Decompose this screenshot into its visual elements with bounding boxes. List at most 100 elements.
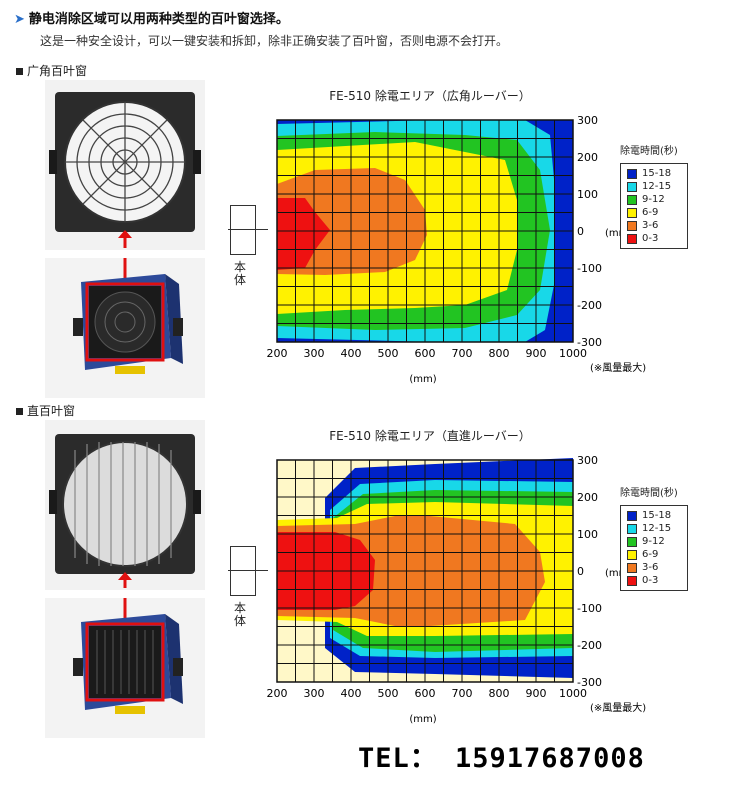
y-tick-label: 100 bbox=[577, 528, 598, 541]
legend-entry: 12-15 bbox=[627, 180, 681, 193]
legend-wide: 除電時間(秒) 15-18 12-15 9-12 6-9 3-6 0-3 bbox=[620, 142, 688, 249]
chart-title: FE-510 除電エリア（広角ルーバー） bbox=[329, 88, 530, 103]
y-tick-labels: 300 200 100 0 -100 -200 -300 bbox=[577, 454, 602, 689]
y-tick-label: 200 bbox=[577, 151, 598, 164]
legend-swatch bbox=[627, 207, 637, 218]
legend-swatch bbox=[627, 562, 637, 573]
y-tick-label: 0 bbox=[577, 225, 584, 238]
y-tick-label: -100 bbox=[577, 602, 602, 615]
y-tick-label: 300 bbox=[577, 454, 598, 467]
x-tick-label: 200 bbox=[267, 687, 288, 700]
legend-entry: 3-6 bbox=[627, 561, 681, 574]
x-tick-label: 700 bbox=[452, 687, 473, 700]
legend-swatch bbox=[627, 220, 637, 231]
legend-label: 15-18 bbox=[642, 168, 672, 179]
legend-label: 15-18 bbox=[642, 510, 672, 521]
legend-swatch bbox=[627, 510, 637, 521]
legend-entry: 0-3 bbox=[627, 232, 681, 245]
legend-entry: 9-12 bbox=[627, 535, 681, 548]
x-tick-label: 1000 bbox=[559, 347, 587, 360]
page-description: 这是一种安全设计，可以一键安装和拆卸，除非正确安装了百叶窗，否则电源不会打开。 bbox=[40, 34, 509, 48]
body-indicator: 本体 bbox=[228, 546, 268, 628]
legend-entry: 3-6 bbox=[627, 219, 681, 232]
y-tick-label: -200 bbox=[577, 639, 602, 652]
x-axis-label: (mm) bbox=[409, 374, 436, 385]
page-title: ➤ 静电消除区域可以用两种类型的百叶窗选择。 bbox=[14, 12, 289, 27]
y-tick-label: 300 bbox=[577, 114, 598, 127]
body-indicator: 本体 bbox=[228, 205, 268, 287]
y-tick-label: 0 bbox=[577, 565, 584, 578]
y-tick-label: -100 bbox=[577, 262, 602, 275]
y-tick-label: -300 bbox=[577, 336, 602, 349]
legend-box: 15-18 12-15 9-12 6-9 3-6 0-3 bbox=[620, 163, 688, 249]
legend-entry: 15-18 bbox=[627, 509, 681, 522]
y-tick-label: 100 bbox=[577, 188, 598, 201]
square-bullet-icon bbox=[16, 408, 23, 415]
x-tick-label: 900 bbox=[526, 687, 547, 700]
x-tick-label: 500 bbox=[378, 687, 399, 700]
x-tick-label: 300 bbox=[304, 347, 325, 360]
legend-entry: 6-9 bbox=[627, 548, 681, 561]
legend-label: 12-15 bbox=[642, 181, 672, 192]
x-tick-label: 700 bbox=[452, 347, 473, 360]
heatmap-chart-wide: FE-510 除電エリア（広角ルーバー） 200 300 400 500 600 700 8… bbox=[267, 88, 647, 385]
body-box bbox=[230, 546, 256, 596]
legend-swatch bbox=[627, 181, 637, 192]
plot-border bbox=[276, 119, 574, 343]
legend-swatch bbox=[627, 536, 637, 547]
zone-0-3 bbox=[277, 198, 330, 270]
x-tick-label: 400 bbox=[341, 347, 362, 360]
legend-label: 9-12 bbox=[642, 536, 665, 547]
y-tick-labels: 300 200 100 0 -100 -200 -300 bbox=[577, 114, 602, 349]
square-bullet-icon bbox=[16, 68, 23, 75]
body-axis-line bbox=[228, 570, 268, 571]
heatmap-grid bbox=[276, 119, 574, 343]
x-tick-label: 800 bbox=[489, 687, 510, 700]
x-tick-label: 900 bbox=[526, 347, 547, 360]
x-tick-labels: 200 300 400 500 600 700 800 900 1000 bbox=[267, 347, 588, 360]
legend-title: 除電時間(秒) bbox=[620, 146, 678, 157]
body-label: 本体 bbox=[234, 260, 247, 287]
x-tick-label: 500 bbox=[378, 347, 399, 360]
legend-label: 9-12 bbox=[642, 194, 665, 205]
x-tick-label: 600 bbox=[415, 347, 436, 360]
ionizer-with-straight-louver-photo bbox=[45, 598, 205, 738]
legend-box: 15-18 12-15 9-12 6-9 3-6 0-3 bbox=[620, 505, 688, 591]
y-axis-label: (mm) bbox=[605, 228, 632, 239]
legend-label: 3-6 bbox=[642, 562, 659, 573]
x-tick-label: 800 bbox=[489, 347, 510, 360]
x-tick-label: 1000 bbox=[559, 687, 587, 700]
y-axis-label: (mm) bbox=[605, 568, 632, 579]
x-tick-label: 300 bbox=[304, 687, 325, 700]
legend-label: 6-9 bbox=[642, 549, 659, 560]
x-axis-label: (mm) bbox=[409, 714, 436, 725]
legend-entry: 0-3 bbox=[627, 574, 681, 587]
arrow-icon: ➤ bbox=[14, 12, 25, 27]
y-tick-label: -200 bbox=[577, 299, 602, 312]
x-tick-labels: 200 300 400 500 600 700 800 900 1000 bbox=[267, 687, 588, 700]
zone-12-15 bbox=[277, 120, 573, 342]
legend-swatch bbox=[627, 549, 637, 560]
straight-louver-photo bbox=[45, 420, 205, 590]
y-tick-label: -300 bbox=[577, 676, 602, 689]
legend-swatch bbox=[627, 194, 637, 205]
x-tick-label: 600 bbox=[415, 687, 436, 700]
legend-label: 3-6 bbox=[642, 220, 659, 231]
x-tick-label: 200 bbox=[267, 347, 288, 360]
legend-swatch bbox=[627, 233, 637, 244]
chart-title: FE-510 除電エリア（直進ルーバー） bbox=[329, 428, 530, 443]
body-box bbox=[230, 205, 256, 255]
y-tick-label: 200 bbox=[577, 491, 598, 504]
legend-swatch bbox=[627, 523, 637, 534]
chart-note: (※風量最大) bbox=[590, 701, 646, 714]
ionizer-with-wide-louver-photo bbox=[45, 258, 205, 398]
chart-note: (※風量最大) bbox=[590, 361, 646, 374]
heatmap-chart-straight: FE-510 除電エリア（直進ルーバー） 200 300 400 500 600 700 8… bbox=[267, 428, 647, 725]
wide-angle-louver-photo bbox=[45, 80, 205, 250]
section-label-wide: 广角百叶窗 bbox=[16, 62, 87, 79]
legend-swatch bbox=[627, 575, 637, 586]
legend-entry: 15-18 bbox=[627, 167, 681, 180]
x-tick-label: 400 bbox=[341, 687, 362, 700]
legend-label: 0-3 bbox=[642, 233, 659, 244]
legend-title: 除電時間(秒) bbox=[620, 488, 678, 499]
